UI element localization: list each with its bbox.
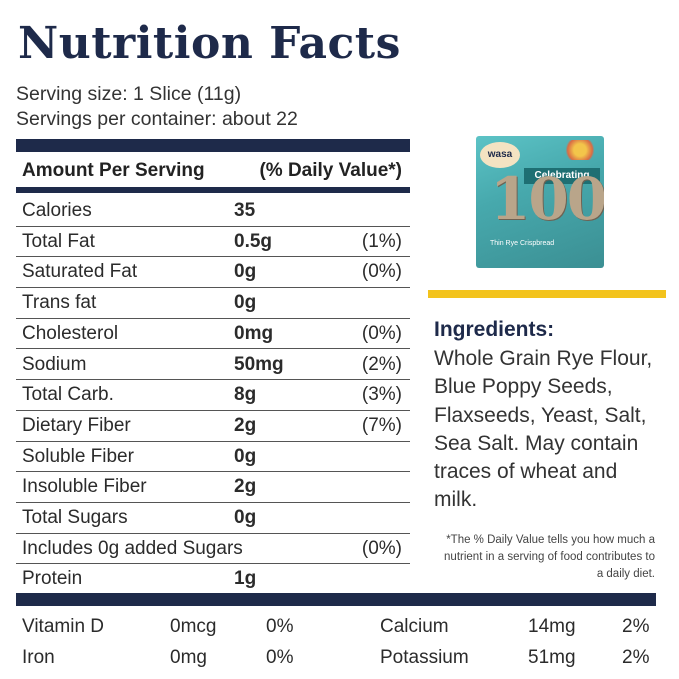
- nutrient-dv: (7%): [361, 414, 402, 436]
- nutrient-amount: 0.5g: [234, 230, 273, 252]
- nutrient-name: Dietary Fiber: [22, 414, 131, 436]
- nutrient-dv: (0%): [361, 261, 402, 283]
- nutrient-name: Insoluble Fiber: [22, 476, 147, 498]
- table-row: Cholesterol 0mg (0%): [16, 318, 410, 350]
- nutrient-name: Soluble Fiber: [22, 445, 134, 467]
- daily-value-footnote: *The % Daily Value tells you how much a …: [444, 534, 655, 580]
- nutrient-name: Protein: [22, 568, 83, 590]
- iron-amount: 0mg: [170, 647, 207, 668]
- table-row: Total Sugars 0g: [16, 502, 410, 534]
- nutrient-name: Total Fat: [22, 230, 95, 252]
- nutrient-amount: 0g: [234, 261, 257, 283]
- nutrient-amount: 0mg: [234, 322, 274, 344]
- ingredients-heading: Ingredients:: [434, 318, 555, 341]
- table-row: Sodium 50mg (2%): [16, 349, 410, 381]
- table-row: Total Carb. 8g (3%): [16, 379, 410, 411]
- iron-name: Iron: [22, 647, 55, 668]
- nutrient-dv: (1%): [361, 230, 402, 252]
- header-divider-bar: [16, 187, 410, 193]
- daily-value-label: (% Daily Value*): [259, 160, 402, 181]
- yellow-divider: [428, 290, 666, 298]
- nutrient-name: Total Carb.: [22, 384, 114, 406]
- amount-per-serving-label: Amount Per Serving: [22, 160, 205, 181]
- decor-icon: [562, 140, 598, 160]
- nutrient-amount: 35: [234, 200, 256, 221]
- calcium-name: Calcium: [380, 616, 449, 637]
- hundred-years-number: 100: [490, 165, 604, 233]
- potassium-dv: 2%: [622, 647, 650, 668]
- iron-dv: 0%: [266, 647, 294, 668]
- nutrient-name: Sodium: [22, 353, 87, 375]
- calcium-dv: 2%: [622, 616, 650, 637]
- table-row: Saturated Fat 0g (0%): [16, 256, 410, 289]
- table-row: Total Fat 0.5g (1%): [16, 226, 410, 258]
- nutrient-amount: 50mg: [234, 353, 284, 375]
- nutrient-name: Calories: [22, 200, 92, 221]
- nutrition-facts-title: Nutrition Facts: [18, 18, 401, 69]
- potassium-name: Potassium: [380, 647, 469, 668]
- table-row: Insoluble Fiber 2g: [16, 471, 410, 503]
- product-subtitle: Thin Rye Crispbread: [490, 240, 555, 247]
- nutrient-amount: 2g: [234, 414, 257, 436]
- nutrient-name: Total Sugars: [22, 507, 128, 528]
- product-image: wasa Celebrating 100 Thin Rye Crispbread: [476, 136, 604, 268]
- vitamin-d-name: Vitamin D: [22, 616, 105, 637]
- ingredients-text: Whole Grain Rye Flour, Blue Poppy Seeds,…: [434, 347, 653, 512]
- nutrient-amount: 1g: [234, 568, 257, 590]
- nutrient-dv: (3%): [361, 384, 402, 406]
- brand-logo: wasa: [480, 142, 520, 168]
- nutrient-amount: 0g: [234, 445, 257, 467]
- nutrient-name: Trans fat: [22, 292, 97, 314]
- table-row: Dietary Fiber 2g (7%): [16, 410, 410, 442]
- table-header: Amount Per Serving (% Daily Value*): [22, 157, 410, 183]
- celebrating-banner: Celebrating: [524, 168, 600, 184]
- calcium-amount: 14mg: [528, 616, 576, 637]
- nutrient-amount: 8g: [234, 384, 257, 406]
- table-row: Trans fat 0g: [16, 287, 410, 319]
- nutrient-dv: (0%): [361, 537, 402, 559]
- table-row: Calories 35: [16, 195, 410, 227]
- potassium-amount: 51mg: [528, 647, 576, 668]
- table-row: Protein 1g: [16, 563, 410, 594]
- vitamin-d-dv: 0%: [266, 616, 294, 637]
- bottom-divider-bar: [16, 593, 656, 606]
- top-divider-bar: [16, 139, 410, 152]
- servings-per-container: Servings per container: about 22: [16, 108, 298, 130]
- nutrient-name: Saturated Fat: [22, 261, 138, 283]
- nutrient-name: Includes 0g added Sugars: [22, 537, 243, 559]
- table-row: Soluble Fiber 0g: [16, 441, 410, 473]
- nutrient-amount: 2g: [234, 476, 257, 498]
- nutrient-amount: 0g: [234, 507, 257, 528]
- nutrient-dv: (2%): [361, 353, 402, 375]
- serving-size: Serving size: 1 Slice (11g): [16, 83, 242, 105]
- nutrient-name: Cholesterol: [22, 322, 119, 344]
- table-row: Includes 0g added Sugars (0%): [16, 533, 410, 565]
- vitamin-d-amount: 0mcg: [170, 616, 217, 637]
- nutrient-amount: 0g: [234, 292, 257, 314]
- nutrient-dv: (0%): [361, 322, 402, 344]
